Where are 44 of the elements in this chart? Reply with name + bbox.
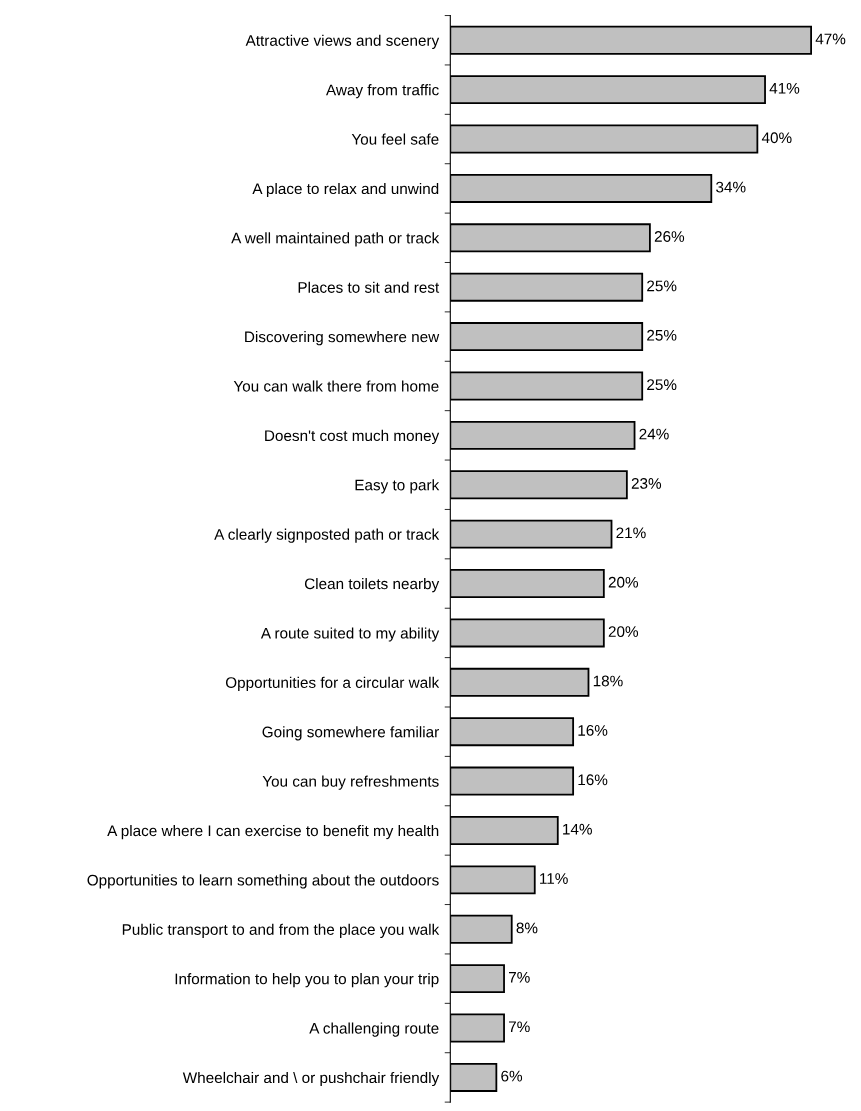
data-label: 23% <box>631 478 662 489</box>
data-label: 21% <box>616 527 646 539</box>
y-tick-label: Away from traffic <box>326 84 439 99</box>
y-tick-label: You feel safe <box>351 133 439 145</box>
y-tick-label: Discovering somewhere new <box>245 331 440 346</box>
data-label: 25% <box>647 280 677 292</box>
y-tick-label: A clearly signposted path or track <box>214 528 440 543</box>
y-tick-label: Information to help you to plan your trip <box>175 973 439 988</box>
data-label: 40% <box>761 132 792 144</box>
data-label: 26% <box>654 231 685 242</box>
data-label: 20% <box>608 626 639 638</box>
y-tick-label: A route suited to my ability <box>260 627 440 642</box>
y-tick-label: Places to sit and rest <box>298 281 440 293</box>
y-tick-label: Attractive views and scenery <box>245 34 440 49</box>
y-tick-label: You can walk there from home <box>233 380 439 392</box>
y-tick-label: Opportunities to learn something about the outdoors <box>87 874 439 889</box>
y-tick-label: Easy to park <box>355 479 440 494</box>
data-label: 16% <box>578 774 608 786</box>
data-label: 41% <box>769 82 800 94</box>
data-label: 7% <box>508 1021 530 1033</box>
y-tick-label: You can buy refreshments <box>262 775 439 790</box>
data-label: 11% <box>540 873 568 884</box>
data-label: 20% <box>608 576 639 588</box>
y-tick-label: Going somewhere familiar <box>262 726 439 741</box>
y-tick-label: Opportunities for a circular walk <box>225 676 440 692</box>
data-label: 6% <box>501 1070 523 1082</box>
y-tick-label: Doesn't cost much money <box>265 429 440 445</box>
data-label: 34% <box>716 181 746 193</box>
y-tick-label: A well maintained path or track <box>231 232 440 247</box>
data-label: 18% <box>593 675 623 687</box>
y-tick-label: Clean toilets nearby <box>304 577 440 593</box>
data-label: 16% <box>578 724 608 736</box>
y-tick-label: Wheelchair and \ or pushchair friendly <box>182 1071 440 1087</box>
data-label: 7% <box>508 971 530 983</box>
data-label: 24% <box>639 428 669 440</box>
data-label: 25% <box>647 329 677 341</box>
y-tick-label: A place where I can exercise to benefit my health <box>107 824 439 840</box>
data-label: 25% <box>647 379 677 391</box>
y-tick-label: A challenging route <box>309 1022 439 1037</box>
y-tick-label: Public transport to and from the place you walk <box>122 923 440 938</box>
data-label: 8% <box>516 922 538 934</box>
data-label: 47% <box>815 33 846 45</box>
y-tick-label: A place to relax and unwind <box>252 182 439 198</box>
data-label: 14% <box>563 823 592 835</box>
